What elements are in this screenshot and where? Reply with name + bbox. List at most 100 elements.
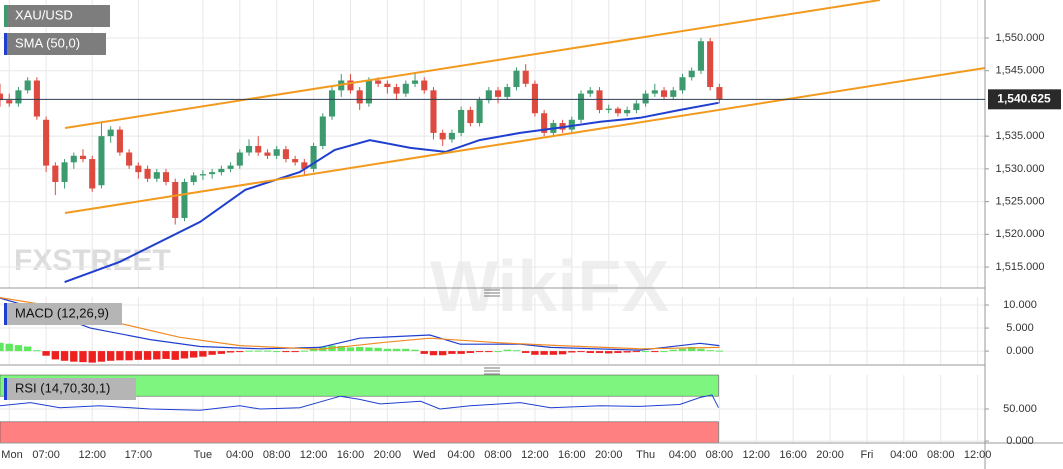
macd-line <box>0 297 720 351</box>
candle-body <box>227 165 234 169</box>
histogram-bar <box>88 351 96 363</box>
resize-handle[interactable] <box>484 367 500 375</box>
histogram-bar <box>236 351 244 353</box>
x-tick-label: Mon <box>1 449 22 461</box>
x-tick-label: 08:00 <box>927 449 955 461</box>
histogram-bar <box>485 351 493 353</box>
candle-body <box>24 80 31 91</box>
histogram-bar <box>651 351 659 353</box>
x-tick-label: 20:00 <box>816 449 844 461</box>
x-tick-label: 04:00 <box>226 449 254 461</box>
label-box <box>4 5 110 27</box>
histogram-bar <box>678 348 687 352</box>
x-tick-label: 08:00 <box>484 449 512 461</box>
candle-body <box>402 83 409 94</box>
histogram-bar <box>0 342 4 352</box>
histogram-bar <box>14 345 23 352</box>
histogram-bar <box>143 351 152 360</box>
x-tick-label: 04:00 <box>890 449 918 461</box>
candle-body <box>624 109 631 114</box>
histogram-bar <box>5 343 13 352</box>
histogram-bar <box>51 351 60 360</box>
histogram-bar <box>245 350 253 352</box>
histogram-bar <box>577 351 585 353</box>
histogram-bar <box>226 351 235 353</box>
candle-body <box>52 165 59 182</box>
oversold-zone <box>0 421 719 444</box>
x-tick-label: Thu <box>636 449 655 461</box>
histogram-bar <box>706 350 714 352</box>
histogram-bar <box>568 351 576 353</box>
histogram-bar <box>641 351 650 353</box>
histogram-bar <box>180 351 189 359</box>
histogram-bar <box>457 351 465 354</box>
histogram-bar <box>42 351 50 356</box>
candle-body <box>126 152 133 166</box>
y-tick-label: 5.000 <box>1006 322 1034 334</box>
candle-body <box>365 80 372 104</box>
candle-body <box>476 100 483 124</box>
candle-body <box>0 93 4 101</box>
histogram-bar <box>392 348 401 352</box>
label-box <box>4 33 106 55</box>
x-tick-label: 17:00 <box>125 449 153 461</box>
histogram-bar <box>272 351 281 353</box>
channel-line <box>64 0 881 129</box>
candle-body <box>661 90 668 97</box>
histogram-bar <box>365 347 373 352</box>
candle-body <box>98 136 105 186</box>
histogram-bar <box>512 350 521 352</box>
histogram-bar <box>688 346 696 352</box>
candle-body <box>688 70 695 78</box>
candle-body <box>421 80 428 91</box>
candle-body <box>70 155 77 163</box>
histogram-bar <box>189 351 198 358</box>
candle-body <box>328 90 336 117</box>
candle-body <box>393 87 400 94</box>
rsi-line <box>0 394 719 411</box>
histogram-bar <box>595 351 604 353</box>
resize-handle[interactable] <box>484 289 500 297</box>
panel-title: MACD (12,26,9) <box>15 305 109 320</box>
histogram-bar <box>549 351 558 355</box>
histogram-bar <box>374 347 382 352</box>
candle-body <box>107 129 114 137</box>
candle-body <box>79 155 87 160</box>
histogram-bar <box>623 351 631 353</box>
candle-body <box>6 100 13 104</box>
histogram-bar <box>199 351 207 357</box>
candle-body <box>467 109 474 124</box>
x-tick-label: 12:00 <box>964 449 992 461</box>
histogram-bar <box>411 349 419 352</box>
histogram-bar <box>531 351 539 355</box>
y-tick-label: 1,535.000 <box>996 130 1045 142</box>
candle-body <box>172 181 179 218</box>
histogram-bar <box>153 351 161 360</box>
candle-body <box>458 109 465 133</box>
histogram-bar <box>383 348 392 352</box>
histogram-bar <box>125 351 133 361</box>
x-tick-label: Tue <box>194 449 213 461</box>
x-tick-label: 08:00 <box>706 449 734 461</box>
candle-body <box>670 90 677 97</box>
candle-body <box>199 174 206 176</box>
last-price-label: 1,540.625 <box>997 91 1051 105</box>
histogram-bar <box>60 351 69 361</box>
histogram-bar <box>134 351 143 360</box>
label-swatch <box>4 378 7 400</box>
candle-body <box>264 152 271 156</box>
candle-body <box>61 162 68 182</box>
y-tick-label: 50.000 <box>1003 403 1037 415</box>
histogram-bar <box>715 350 724 352</box>
histogram-bar <box>429 351 438 356</box>
candle-body <box>614 108 621 114</box>
x-tick-label: 12:00 <box>300 449 328 461</box>
panel-title: RSI (14,70,30,1) <box>15 380 110 395</box>
candle-body <box>375 80 382 84</box>
candle-body <box>494 90 502 97</box>
candle-body <box>162 172 170 182</box>
y-tick-label: 1,515.000 <box>996 261 1045 273</box>
histogram-bar <box>346 347 355 352</box>
candle-body <box>116 129 123 153</box>
candle-body <box>587 90 594 94</box>
